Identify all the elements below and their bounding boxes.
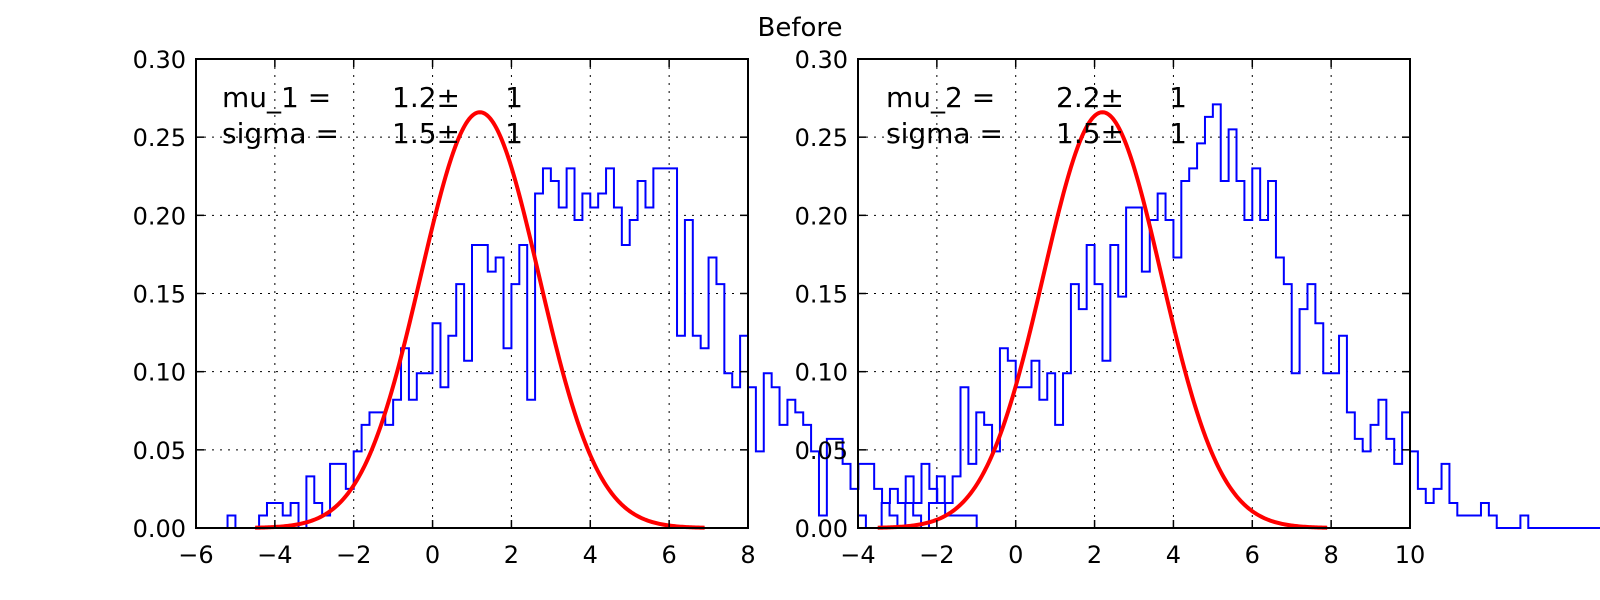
right-xtick-label: 4 [1166,541,1181,569]
left-annotation-param-value: 1.5± [392,117,460,150]
right-annotation-param-value: 2.2± [1056,81,1124,114]
right-xtick-label: 0 [1008,541,1023,569]
right-xtick-label: −4 [840,541,875,569]
left-annotation-param-name: mu_1 = [222,81,331,114]
figure-title: Before [757,13,842,43]
left-ytick-label: 0.15 [133,281,186,309]
left-histogram-axes: −6 −4 −2 0 2 4 6 8 0.00 0.05 0.10 0.15 0.20 0.25 0.30 m… [133,46,1001,569]
right-ytick-label: 0.05 [795,437,848,465]
left-ytick-label: 0.25 [133,124,186,152]
left-xtick-label: 6 [662,541,677,569]
right-ytick-label: 0.20 [795,202,848,230]
right-xtick-label: 8 [1324,541,1339,569]
right-annotation-param-value: 1.5± [1056,117,1124,150]
left-xtick-label: 8 [740,541,755,569]
left-ytick-label: 0.20 [133,202,186,230]
right-annotation-param-name: sigma = [886,117,1003,150]
right-ytick-label: 0.15 [795,281,848,309]
left-ytick-label: 0.10 [133,359,186,387]
left-histogram-steps [226,167,1001,529]
right-histogram-axes: −4 −2 0 2 4 6 8 10 0.00 0.05 0.10 0.15 0.20 0.25 0.30 m… [795,46,1600,569]
left-xtick-label: 4 [583,541,598,569]
left-gaussian-fit-curve [255,110,705,530]
right-ytick-label: 0.25 [795,124,848,152]
left-ytick-label: 0.00 [133,515,186,543]
right-annotation-param-error: 1 [1169,81,1187,114]
left-annotation-param-name: sigma = [222,117,339,150]
right-annotation-param-error: 1 [1169,117,1187,150]
left-xtick-label: 2 [504,541,519,569]
left-xtick-label: −2 [336,541,371,569]
right-ytick-label: 0.30 [795,46,848,74]
left-ytick-label: 0.30 [133,46,186,74]
left-ytick-label: 0.05 [133,437,186,465]
right-ytick-label: 0.10 [795,359,848,387]
left-xtick-label: 0 [425,541,440,569]
right-xtick-label: −2 [919,541,954,569]
right-gaussian-fit-curve [877,110,1328,530]
right-xtick-label: 2 [1087,541,1102,569]
right-histogram-steps [857,103,1600,529]
left-xtick-label: −4 [257,541,292,569]
right-xtick-label: 10 [1395,541,1426,569]
left-annotation-param-error: 1 [505,117,523,150]
left-annotation-param-error: 1 [505,81,523,114]
left-annotation-param-value: 1.2± [392,81,460,114]
right-ytick-label: 0.00 [795,515,848,543]
left-xtick-label: −6 [178,541,213,569]
right-annotation-param-name: mu_2 = [886,81,995,114]
right-xtick-label: 6 [1245,541,1260,569]
